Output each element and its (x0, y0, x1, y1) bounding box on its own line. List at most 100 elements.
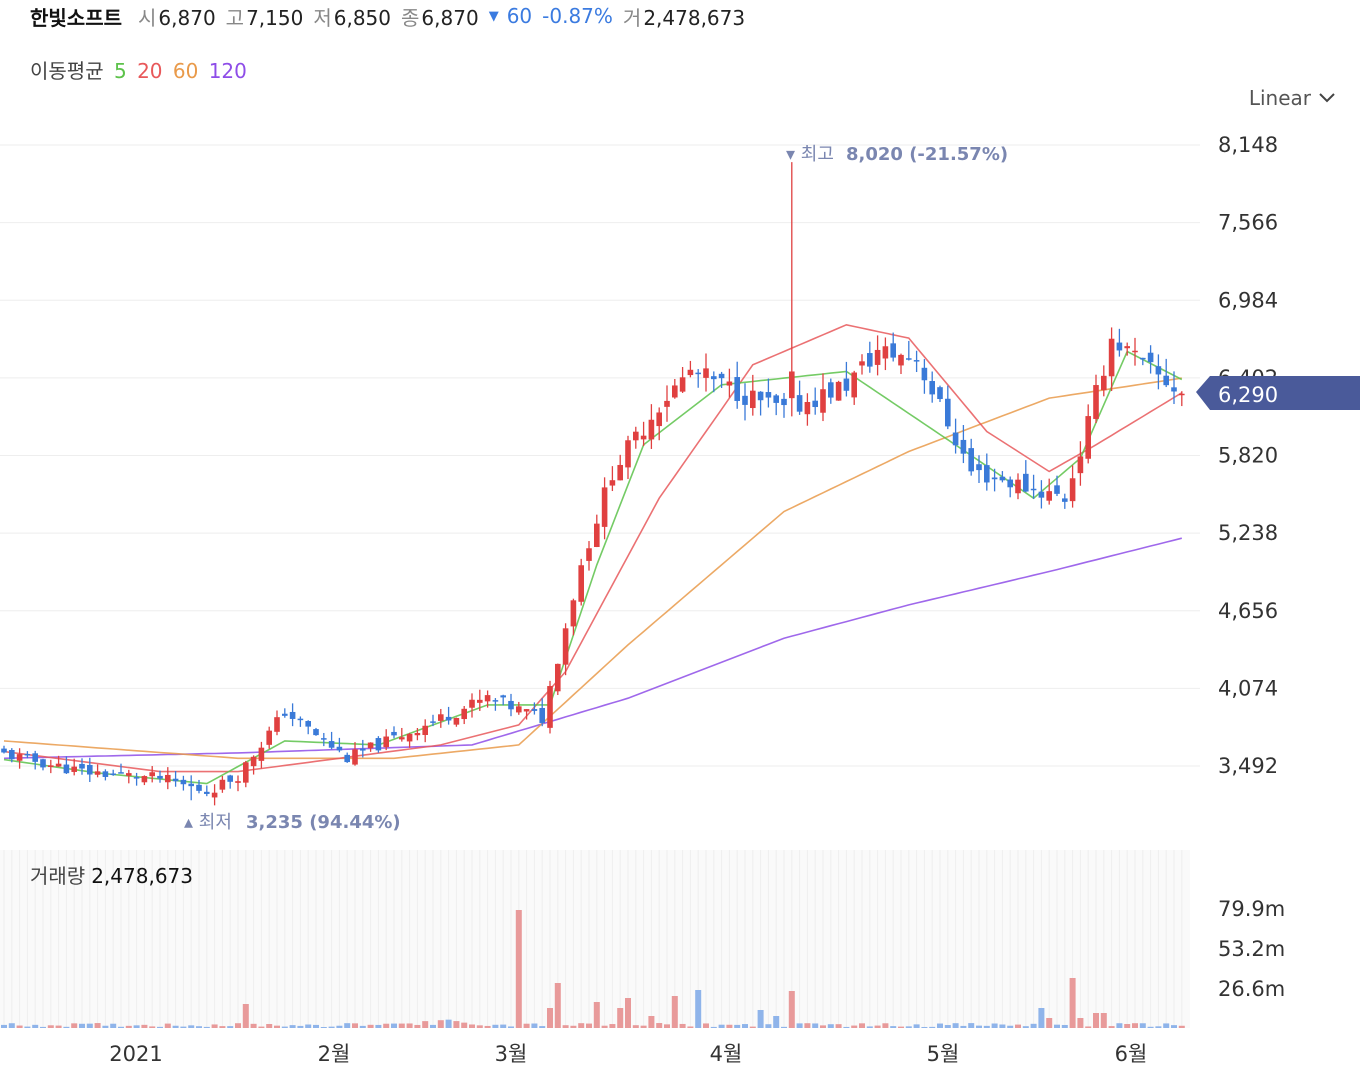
volume-bar (960, 1025, 967, 1028)
volume-bar (1163, 1023, 1170, 1028)
volume-panel-bg (0, 850, 1190, 1028)
candle-body (414, 732, 421, 736)
volume-bar (1116, 1023, 1123, 1028)
candle-body (48, 765, 54, 768)
volume-bar (430, 1024, 436, 1028)
candle-body (952, 432, 959, 446)
x-tick-label: 6월 (1115, 1042, 1148, 1066)
volume-bar (40, 1026, 46, 1028)
volume-bar (211, 1024, 218, 1028)
candle-body (313, 729, 319, 736)
volume-bar (398, 1023, 405, 1028)
volume-bar (219, 1026, 226, 1028)
volume-bar (391, 1023, 397, 1028)
volume-bar (227, 1026, 234, 1028)
candle-body (523, 709, 530, 712)
volume-bar (851, 1025, 858, 1028)
candle-body (360, 748, 366, 751)
volume-bar (469, 1024, 475, 1028)
candle-body (516, 706, 522, 713)
volume-bar (344, 1023, 351, 1028)
candle-body (726, 381, 733, 386)
candle-body (484, 695, 491, 702)
chevron-down-icon (1319, 93, 1335, 103)
volume-bar (258, 1026, 265, 1028)
volume-bar (305, 1024, 312, 1028)
candle-body (219, 779, 226, 790)
volume-label: 거래량 (30, 864, 86, 888)
y-tick-label: 6,984 (1218, 288, 1278, 312)
y-tick-label: 7,566 (1218, 211, 1278, 235)
volume-bar (578, 1023, 585, 1028)
candle-body (796, 395, 803, 412)
candle-body (999, 476, 1006, 481)
ma-120-line (3, 537, 1182, 760)
candle-body (703, 368, 709, 378)
volume-bar (281, 1026, 288, 1028)
candle-body (1140, 357, 1146, 360)
scale-select[interactable]: Linear (1249, 86, 1335, 110)
candle-body (578, 565, 584, 602)
candle-body (625, 440, 631, 468)
moving-average-legend[interactable]: 이동평균 5 20 60 120 (30, 55, 251, 84)
candle-body (16, 754, 23, 761)
candle-body (336, 746, 343, 751)
candle-body (321, 738, 327, 740)
volume-bar (1054, 1024, 1060, 1028)
candle-body (204, 791, 210, 794)
volume-bar (913, 1024, 920, 1028)
candle-body (929, 381, 935, 395)
volume-bar (742, 1024, 748, 1028)
candle-body (601, 487, 608, 527)
volume-bar (593, 1002, 600, 1028)
volume-bar (157, 1026, 163, 1028)
volume-bar (1108, 1026, 1115, 1028)
candle-body (851, 372, 857, 398)
volume-bar (1132, 1023, 1138, 1028)
candle-body (1046, 491, 1052, 501)
x-tick-label: 5월 (927, 1042, 960, 1066)
volume-bar (952, 1023, 959, 1028)
volume-bar (24, 1026, 31, 1028)
volume-bar (1015, 1024, 1021, 1028)
ma-60: 60 (172, 59, 199, 83)
candle-body (1015, 479, 1021, 494)
candle-body (55, 763, 62, 767)
volume-bar (118, 1026, 124, 1028)
candle-body (913, 360, 920, 362)
volume-bar (55, 1025, 62, 1028)
volume-bar (250, 1023, 257, 1028)
volume-bar (453, 1021, 460, 1028)
x-tick-label: 4월 (710, 1042, 743, 1066)
volume-bar (235, 1023, 241, 1028)
volume-bar (866, 1026, 873, 1028)
stock-name: 한빛소프트 (30, 5, 122, 30)
candle-body (937, 387, 943, 400)
candle-body (399, 737, 405, 740)
stock-header: 한빛소프트 시 6,870 고 7,150 저 6,850 종 6,870 ▼ 60 -… (30, 0, 755, 32)
volume-bar (827, 1024, 834, 1028)
candle-body (266, 730, 272, 745)
candle-body (750, 390, 756, 409)
volume-bar (523, 1023, 530, 1028)
candle-body (539, 707, 545, 723)
ma-120: 120 (208, 59, 247, 83)
volume-bar (1, 1024, 7, 1028)
volume-bar (196, 1026, 202, 1028)
min-annotation-value: 3,235 (94.44%) (246, 812, 401, 833)
candle-body (367, 742, 374, 749)
candle-body (781, 398, 787, 406)
candle-body (149, 772, 155, 777)
ma-20-line (3, 323, 1183, 773)
volume-bar (1022, 1026, 1029, 1028)
min-annotation-label: ▴ 최저 (184, 812, 232, 833)
volume-bar (500, 1024, 507, 1028)
candle-body (118, 772, 124, 774)
candle-body (102, 771, 109, 777)
volume-bar (1030, 1023, 1037, 1028)
candle-body (812, 400, 818, 408)
volume-bar (835, 1024, 842, 1028)
y-tick-label: 8,148 (1218, 133, 1278, 157)
candle-body (945, 398, 951, 427)
